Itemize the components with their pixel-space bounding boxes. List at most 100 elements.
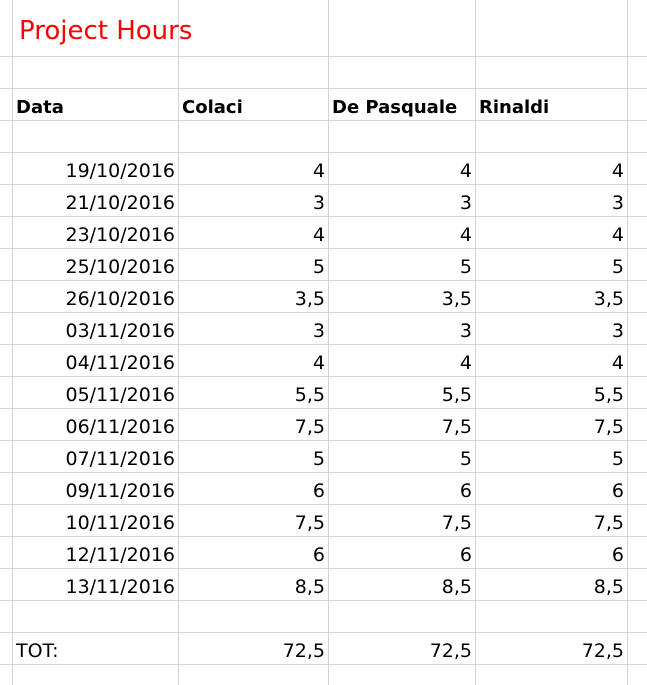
- cell[interactable]: [628, 633, 647, 664]
- cell[interactable]: [628, 57, 647, 88]
- cell[interactable]: [628, 601, 647, 632]
- cell[interactable]: [628, 505, 647, 536]
- cell-title[interactable]: Project Hours: [13, 0, 192, 56]
- cell-colaci[interactable]: 3,5: [179, 281, 329, 312]
- cell[interactable]: [628, 121, 647, 152]
- cell[interactable]: [0, 313, 13, 344]
- cell[interactable]: [628, 345, 647, 376]
- cell-colaci[interactable]: 6: [179, 473, 329, 504]
- cell-colaci[interactable]: 6: [179, 537, 329, 568]
- cell[interactable]: [329, 121, 476, 152]
- cell-rinaldi[interactable]: 8,5: [476, 569, 628, 600]
- cell[interactable]: [179, 121, 329, 152]
- cell-colaci[interactable]: 5: [179, 249, 329, 280]
- cell-colaci[interactable]: 4: [179, 345, 329, 376]
- cell-depasquale[interactable]: 3: [329, 185, 476, 216]
- cell-date[interactable]: 07/11/2016: [13, 441, 179, 472]
- cell[interactable]: [329, 0, 476, 56]
- total-colaci[interactable]: 72,5: [179, 633, 329, 664]
- cell[interactable]: [628, 185, 647, 216]
- cell[interactable]: [476, 0, 628, 56]
- cell-colaci[interactable]: 7,5: [179, 505, 329, 536]
- cell[interactable]: [0, 505, 13, 536]
- cell[interactable]: [476, 601, 628, 632]
- cell[interactable]: [476, 665, 628, 685]
- cell-date[interactable]: 21/10/2016: [13, 185, 179, 216]
- total-rinaldi[interactable]: 72,5: [476, 633, 628, 664]
- cell-date[interactable]: 03/11/2016: [13, 313, 179, 344]
- cell[interactable]: [0, 0, 13, 56]
- cell[interactable]: [179, 57, 329, 88]
- cell-depasquale[interactable]: 3,5: [329, 281, 476, 312]
- cell[interactable]: [628, 569, 647, 600]
- cell[interactable]: [0, 633, 13, 664]
- cell[interactable]: [476, 57, 628, 88]
- cell[interactable]: [329, 601, 476, 632]
- cell-depasquale[interactable]: 4: [329, 217, 476, 248]
- cell[interactable]: [628, 377, 647, 408]
- cell[interactable]: [0, 473, 13, 504]
- cell[interactable]: [13, 601, 179, 632]
- cell-colaci[interactable]: 3: [179, 313, 329, 344]
- cell-rinaldi[interactable]: 3,5: [476, 281, 628, 312]
- cell-rinaldi[interactable]: 7,5: [476, 505, 628, 536]
- cell[interactable]: [0, 89, 13, 120]
- cell-depasquale[interactable]: 5: [329, 441, 476, 472]
- cell[interactable]: [0, 153, 13, 184]
- cell[interactable]: [628, 281, 647, 312]
- cell-date[interactable]: 23/10/2016: [13, 217, 179, 248]
- cell[interactable]: [0, 377, 13, 408]
- cell-date[interactable]: 10/11/2016: [13, 505, 179, 536]
- cell-date[interactable]: 13/11/2016: [13, 569, 179, 600]
- cell[interactable]: [329, 665, 476, 685]
- cell-date[interactable]: 05/11/2016: [13, 377, 179, 408]
- column-header-rinaldi[interactable]: Rinaldi: [476, 89, 628, 120]
- cell-depasquale[interactable]: 7,5: [329, 409, 476, 440]
- cell[interactable]: [0, 281, 13, 312]
- cell-colaci[interactable]: 5,5: [179, 377, 329, 408]
- cell[interactable]: [628, 249, 647, 280]
- cell[interactable]: [0, 569, 13, 600]
- cell[interactable]: [628, 153, 647, 184]
- cell[interactable]: [628, 217, 647, 248]
- cell[interactable]: [628, 89, 647, 120]
- cell[interactable]: [628, 665, 647, 685]
- cell[interactable]: [0, 185, 13, 216]
- cell-colaci[interactable]: 8,5: [179, 569, 329, 600]
- cell-rinaldi[interactable]: 5: [476, 441, 628, 472]
- cell[interactable]: [0, 57, 13, 88]
- cell-date[interactable]: 19/10/2016: [13, 153, 179, 184]
- cell[interactable]: [0, 601, 13, 632]
- cell-depasquale[interactable]: 7,5: [329, 505, 476, 536]
- cell-date[interactable]: 26/10/2016: [13, 281, 179, 312]
- column-header-data[interactable]: Data: [13, 89, 179, 120]
- cell-colaci[interactable]: 4: [179, 153, 329, 184]
- cell-rinaldi[interactable]: 3: [476, 185, 628, 216]
- cell-date[interactable]: 25/10/2016: [13, 249, 179, 280]
- cell-rinaldi[interactable]: 5: [476, 249, 628, 280]
- cell[interactable]: [13, 121, 179, 152]
- cell[interactable]: [179, 0, 329, 56]
- cell[interactable]: [179, 601, 329, 632]
- cell-rinaldi[interactable]: 3: [476, 313, 628, 344]
- cell[interactable]: [476, 121, 628, 152]
- cell[interactable]: [0, 441, 13, 472]
- cell-date[interactable]: 12/11/2016: [13, 537, 179, 568]
- cell-rinaldi[interactable]: 4: [476, 217, 628, 248]
- cell-depasquale[interactable]: 5: [329, 249, 476, 280]
- cell[interactable]: [0, 537, 13, 568]
- cell-depasquale[interactable]: 4: [329, 345, 476, 376]
- cell-depasquale[interactable]: 4: [329, 153, 476, 184]
- column-header-colaci[interactable]: Colaci: [179, 89, 329, 120]
- cell[interactable]: [329, 57, 476, 88]
- cell-depasquale[interactable]: 8,5: [329, 569, 476, 600]
- cell[interactable]: [0, 249, 13, 280]
- total-depasquale[interactable]: 72,5: [329, 633, 476, 664]
- cell-colaci[interactable]: 4: [179, 217, 329, 248]
- cell-colaci[interactable]: 5: [179, 441, 329, 472]
- cell-depasquale[interactable]: 3: [329, 313, 476, 344]
- cell-rinaldi[interactable]: 6: [476, 537, 628, 568]
- cell-date[interactable]: 04/11/2016: [13, 345, 179, 376]
- cell-rinaldi[interactable]: 7,5: [476, 409, 628, 440]
- cell-rinaldi[interactable]: 4: [476, 153, 628, 184]
